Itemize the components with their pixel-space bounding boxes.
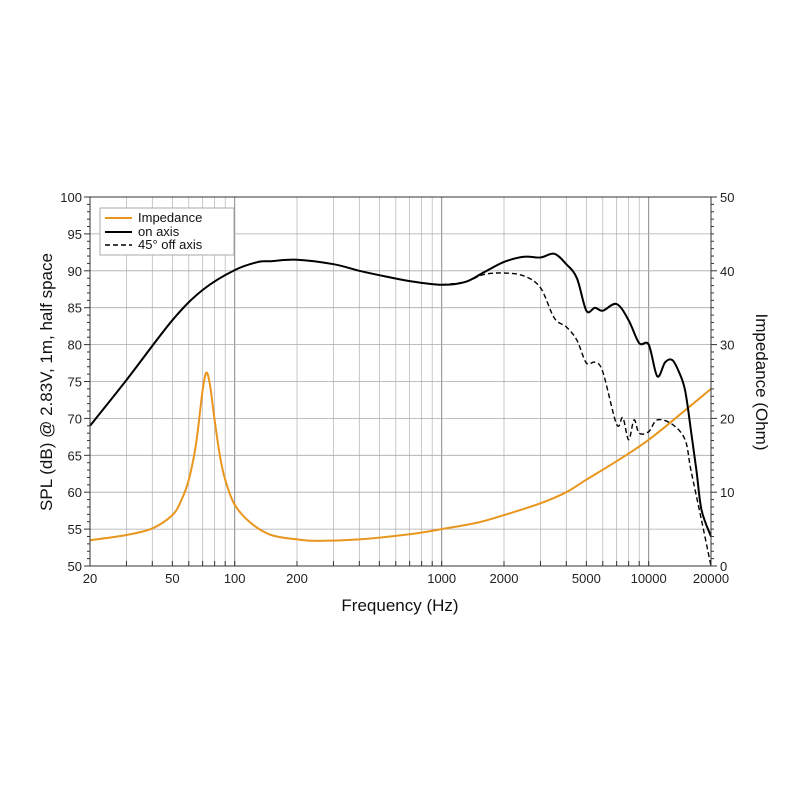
series-45-off-axis-line — [441, 272, 712, 567]
y-tick-label: 90 — [68, 264, 82, 279]
y2-tick-label: 30 — [720, 338, 734, 353]
x-tick-labels: 20 50 100 200 1000 2000 5000 10000 20000 — [83, 571, 729, 586]
x-tick-label: 100 — [224, 571, 246, 586]
legend: Impedance on axis 45° off axis — [99, 207, 235, 256]
y-tick-label: 80 — [68, 338, 82, 353]
x-axis-title: Frequency (Hz) — [341, 596, 458, 615]
y-tick-label: 50 — [68, 559, 82, 574]
y2-tick-label: 50 — [720, 190, 734, 205]
x-tick-label: 200 — [286, 571, 308, 586]
plot-frame — [89, 196, 712, 567]
y2-tick-label: 0 — [720, 559, 727, 574]
series-impedance-line — [89, 371, 712, 542]
curves — [89, 252, 712, 567]
x-tick-label: 20000 — [693, 571, 729, 586]
y2-axis-title: Impedance (Ohm) — [752, 314, 771, 451]
y-tick-label: 75 — [68, 375, 82, 390]
x-tick-label: 1000 — [427, 571, 456, 586]
legend-label-on-axis: on axis — [138, 224, 180, 239]
x-tick-label: 20 — [83, 571, 97, 586]
legend-label-off-axis: 45° off axis — [138, 237, 203, 252]
y-tick-label: 100 — [60, 190, 82, 205]
x-tick-label: 10000 — [631, 571, 667, 586]
y-tick-label: 55 — [68, 522, 82, 537]
y2-tick-labels: 0 10 20 30 40 50 — [720, 190, 734, 574]
y2-tick-label: 20 — [720, 411, 734, 426]
x-tick-label: 2000 — [490, 571, 519, 586]
y-tick-labels: 50 55 60 65 70 75 80 85 90 95 100 — [60, 190, 82, 574]
y-tick-label: 60 — [68, 485, 82, 500]
y-tick-label: 70 — [68, 411, 82, 426]
y-tick-label: 85 — [68, 301, 82, 316]
x-tick-label: 50 — [165, 571, 179, 586]
y2-tick-label: 40 — [720, 264, 734, 279]
grid — [90, 197, 711, 566]
y-axis-title: SPL (dB) @ 2.83V, 1m, half space — [37, 253, 56, 511]
y-tick-label: 65 — [68, 448, 82, 463]
y-tick-label: 95 — [68, 227, 82, 242]
y2-tick-label: 10 — [720, 485, 734, 500]
legend-label-impedance: Impedance — [138, 210, 202, 225]
x-tick-label: 5000 — [572, 571, 601, 586]
